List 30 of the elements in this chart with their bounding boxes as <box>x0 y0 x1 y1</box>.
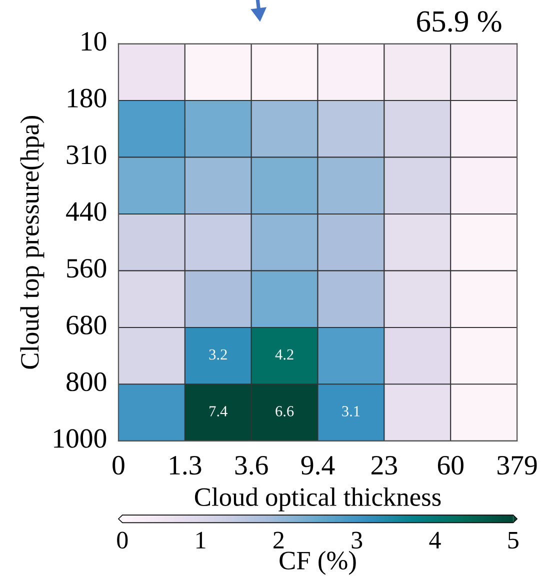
text: 560 <box>67 258 106 278</box>
color-bar-label: 3 <box>352 532 362 549</box>
text: 10 <box>82 32 106 51</box>
text: 3.6 <box>235 456 268 475</box>
text: 800 <box>66 372 106 392</box>
data-label: 3.1 <box>342 406 360 416</box>
data-label: 3.2 <box>209 349 227 360</box>
text: 65.9 % <box>417 11 502 32</box>
color-bar-label: 5 <box>508 532 518 549</box>
color-bar-label: 4 <box>429 532 441 548</box>
text: 310 <box>66 145 106 164</box>
text: 1000 <box>54 429 106 448</box>
text: 180 <box>68 88 106 108</box>
text: 0 <box>112 456 124 475</box>
color-bar-title: CF (%) <box>280 550 356 575</box>
data-label: 4.2 <box>275 349 294 360</box>
text: 60 <box>438 456 464 475</box>
text: 23 <box>372 456 398 475</box>
text: 379 <box>498 456 537 475</box>
color-bar-label: 2 <box>274 532 284 548</box>
x-axis-title: Cloud optical thickness <box>194 487 441 512</box>
text: 680 <box>66 316 106 334</box>
color-bar-label: 1 <box>196 532 206 548</box>
data-label: 6.6 <box>276 406 294 416</box>
y-axis-title: Cloud top pressure(hpa) <box>20 116 44 369</box>
color-bar-label: 0 <box>117 532 128 549</box>
text: 440 <box>66 202 106 221</box>
text: 1.3 <box>170 456 202 475</box>
data-label: 7.4 <box>210 406 228 416</box>
text: 9.4 <box>301 456 335 475</box>
